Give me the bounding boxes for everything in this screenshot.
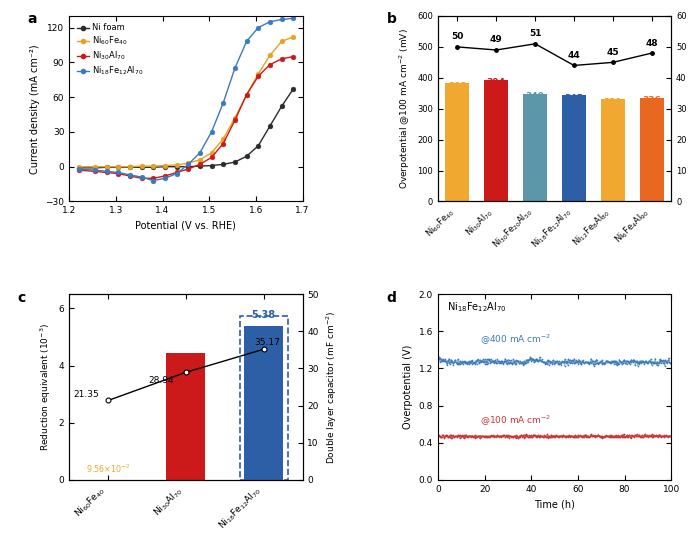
- Text: Ni$_{18}$Fe$_{12}$Al$_{70}$: Ni$_{18}$Fe$_{12}$Al$_{70}$: [447, 300, 507, 313]
- Text: 394: 394: [486, 78, 506, 87]
- Bar: [239, 316, 288, 480]
- Text: 45: 45: [607, 48, 619, 57]
- Y-axis label: Reduction equivalent (10$^{-3}$): Reduction equivalent (10$^{-3}$): [39, 323, 53, 451]
- Text: @400 mA cm$^{-2}$: @400 mA cm$^{-2}$: [480, 333, 552, 347]
- Text: @100 mA cm$^{-2}$: @100 mA cm$^{-2}$: [480, 414, 552, 428]
- Text: 345: 345: [565, 94, 583, 102]
- Text: 5.38: 5.38: [252, 310, 275, 320]
- Text: 336: 336: [642, 96, 661, 106]
- Text: 4.43: 4.43: [174, 368, 198, 377]
- Text: d: d: [387, 290, 397, 304]
- Bar: [167, 353, 206, 480]
- Y-axis label: Overpotential @100 mA cm$^{-2}$ (mV): Overpotential @100 mA cm$^{-2}$ (mV): [397, 28, 412, 189]
- Text: 349: 349: [526, 92, 545, 101]
- Bar: [601, 99, 625, 201]
- Text: a: a: [27, 12, 37, 26]
- Bar: [639, 98, 664, 201]
- Text: 48: 48: [646, 38, 658, 47]
- Text: 49: 49: [490, 35, 502, 44]
- Legend: Ni foam, Ni$_{60}$Fe$_{40}$, Ni$_{30}$Al$_{70}$, Ni$_{18}$Fe$_{12}$Al$_{70}$: Ni foam, Ni$_{60}$Fe$_{40}$, Ni$_{30}$Al…: [73, 20, 147, 81]
- Text: 44: 44: [567, 51, 581, 60]
- X-axis label: Time (h): Time (h): [534, 499, 575, 509]
- Bar: [484, 79, 509, 201]
- Text: 331: 331: [603, 98, 622, 107]
- Text: 50: 50: [451, 33, 464, 42]
- Y-axis label: Double layer capacitor (mF cm$^{-2}$): Double layer capacitor (mF cm$^{-2}$): [325, 310, 339, 464]
- Text: c: c: [18, 290, 26, 304]
- Bar: [244, 326, 283, 480]
- Y-axis label: Current density (mA cm⁻²): Current density (mA cm⁻²): [30, 44, 39, 174]
- Text: 21.35: 21.35: [73, 390, 99, 399]
- Bar: [562, 95, 586, 201]
- Bar: [523, 94, 547, 201]
- Text: b: b: [387, 12, 397, 26]
- Bar: [445, 83, 469, 201]
- Text: 51: 51: [529, 29, 541, 38]
- Text: 35.17: 35.17: [255, 338, 280, 347]
- Y-axis label: Overpotential (V): Overpotential (V): [403, 345, 413, 429]
- Text: 9.56×10$^{-2}$: 9.56×10$^{-2}$: [86, 462, 130, 474]
- Text: 383: 383: [448, 82, 466, 91]
- Text: 28.94: 28.94: [148, 376, 174, 385]
- X-axis label: Potential (V vs. RHE): Potential (V vs. RHE): [136, 221, 236, 231]
